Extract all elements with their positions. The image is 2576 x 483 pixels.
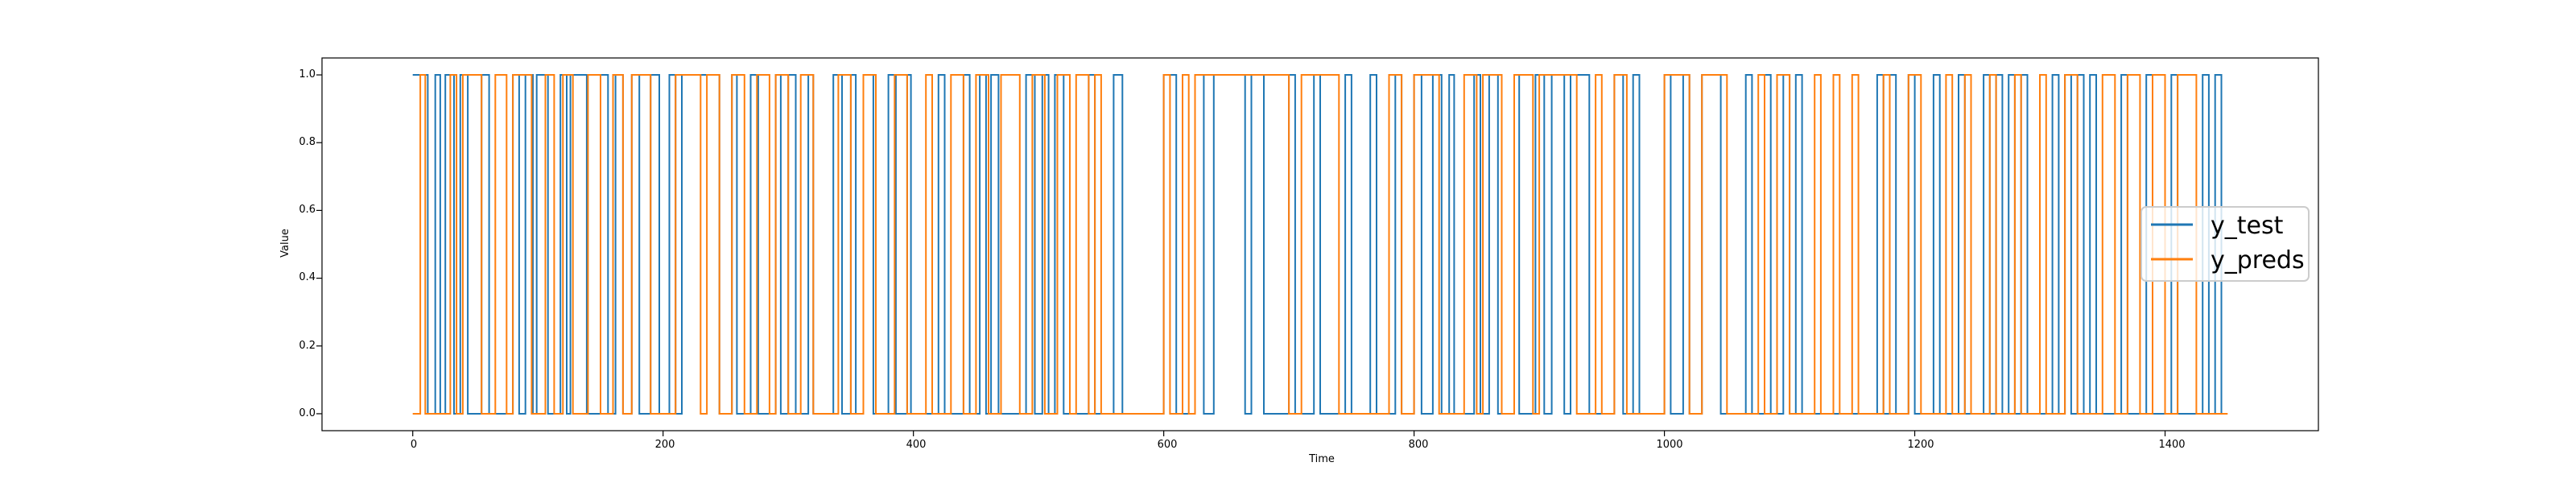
x-axis-label: Time — [1308, 453, 1335, 465]
y-tick-labels: 0.0 0.2 0.4 0.6 0.8 1.0 — [299, 68, 316, 419]
y-axis-label: Value — [279, 229, 291, 258]
x-tick-label: 800 — [1409, 439, 1429, 451]
series-line-y-test — [412, 74, 2223, 415]
plot-frame — [321, 57, 2319, 431]
y-tick-label: 0.6 — [299, 204, 316, 216]
x-tick-label: 1000 — [1656, 439, 1682, 451]
x-tick-label: 1400 — [2158, 439, 2185, 451]
y-tick-label: 0.8 — [299, 136, 316, 148]
y-tick-label: 0.2 — [299, 340, 316, 352]
x-tick-label: 0 — [411, 439, 417, 451]
x-tick-label: 400 — [906, 439, 927, 451]
y-tick-label: 1.0 — [299, 68, 316, 80]
y-tick-label: 0.4 — [299, 271, 316, 283]
series-line-y-preds — [412, 74, 2228, 415]
x-tick-label: 600 — [1158, 439, 1178, 451]
x-tick-label: 200 — [655, 439, 675, 451]
y-tick-label: 0.0 — [299, 407, 316, 419]
x-tick-labels: 0 200 400 600 800 1000 1200 1400 — [411, 439, 2186, 451]
legend-label-y-test: y_test — [2211, 212, 2284, 240]
x-tick-label: 1200 — [1907, 439, 1934, 451]
legend: y_test y_preds — [2140, 206, 2310, 282]
legend-label-y-preds: y_preds — [2211, 246, 2305, 275]
